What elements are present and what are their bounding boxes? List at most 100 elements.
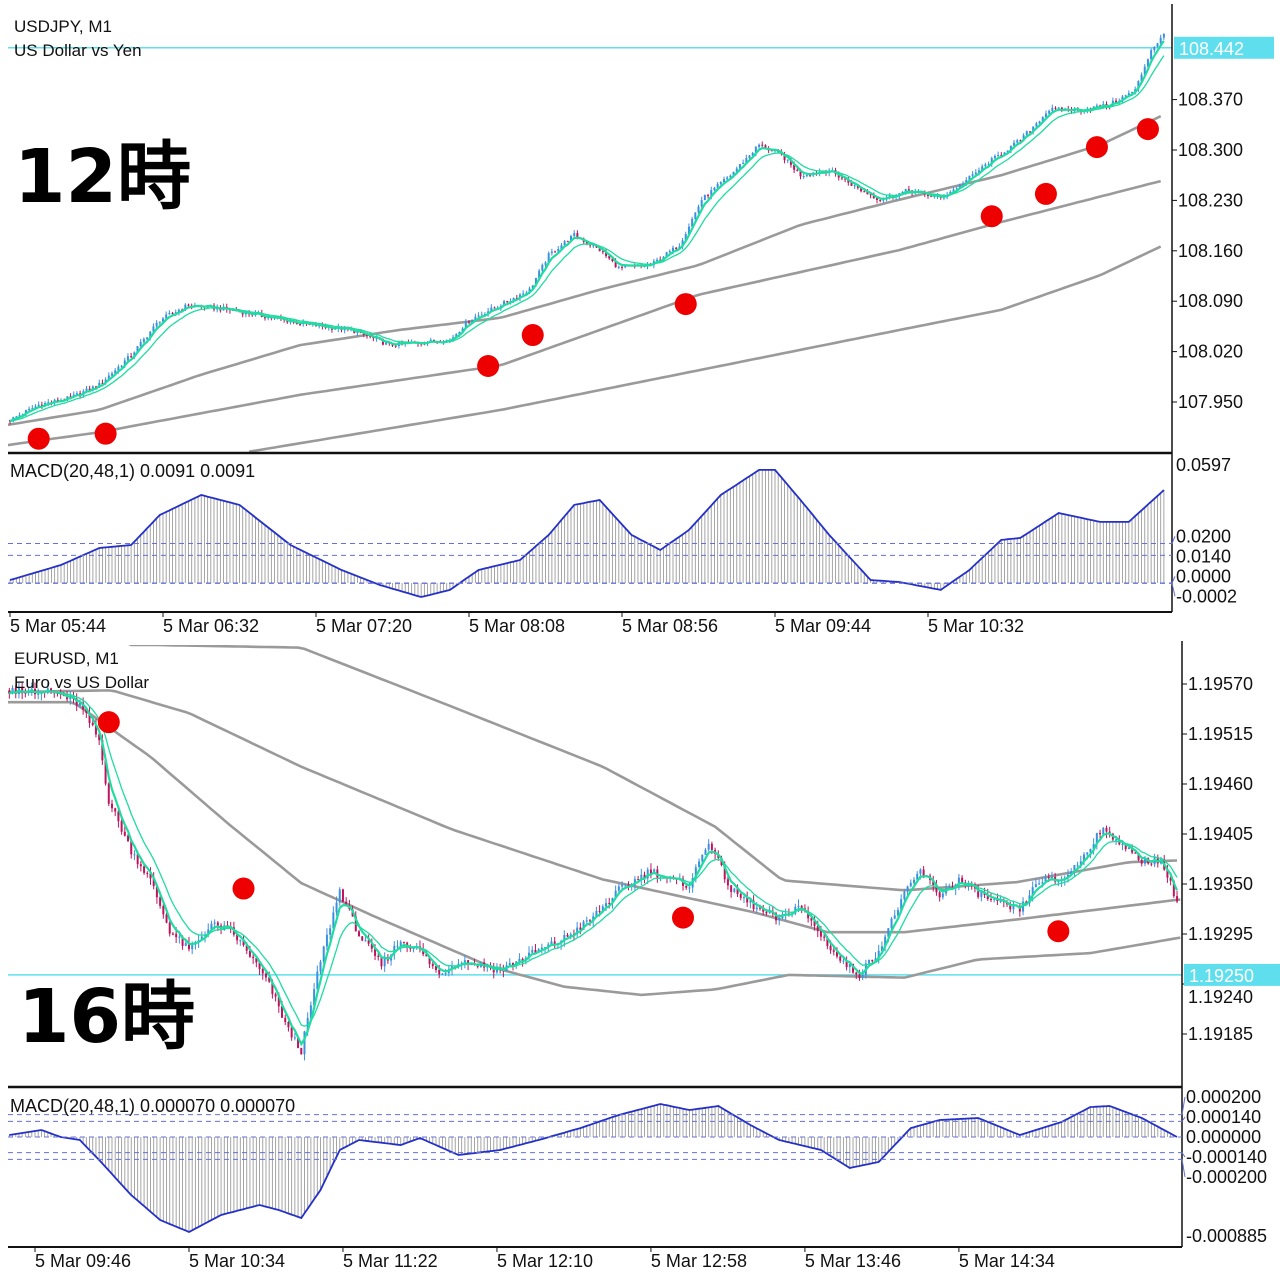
candle-body [297,1037,300,1048]
candle-body [746,897,749,903]
candle-body [1124,95,1127,97]
candle-body [837,173,840,178]
candle-body [1137,81,1140,90]
candle-body [24,410,27,415]
candle-body [882,199,885,201]
candle-body [1079,861,1082,865]
candle-body [1006,150,1009,153]
candle-body [1166,869,1169,878]
candle-body [723,865,726,880]
macd-label-leader [1171,536,1176,544]
candle-body [981,166,984,171]
candle-body [366,334,368,337]
current-price-badge [1174,36,1274,59]
candle-body [637,879,640,881]
candle-body [120,821,123,832]
candle-body [274,994,277,997]
candle-body [640,874,643,881]
ema-line [9,690,1178,1027]
candle-body [216,922,219,926]
candle-body [1051,107,1054,111]
candle-body [114,808,117,812]
candle-body [370,943,373,949]
candle-body [316,971,319,990]
macd-label-leader [1171,576,1176,584]
candle-body [31,408,34,410]
candle-body [385,342,388,345]
candle-body [592,245,595,247]
candle-body [438,970,441,975]
candle-body [742,162,745,165]
candle-body [1143,66,1146,75]
candle-body [271,981,274,995]
signal-dot [980,205,1003,228]
candle-body [467,960,470,966]
candle-body [503,301,506,307]
candle-body [965,179,968,185]
candle-body [37,404,40,407]
candle-body [758,144,761,147]
price-tick-label: 108.090 [1178,291,1243,311]
candle-body [21,687,24,693]
candle-body [252,956,255,959]
candle-body [88,712,91,723]
candle-body [656,259,659,262]
candle-body [204,935,207,937]
macd-level-label: -0.000140 [1186,1147,1267,1167]
macd-line [9,468,1165,598]
candle-body [576,233,579,238]
candle-body [1038,883,1041,885]
candle-body [460,962,463,964]
macd-label-leader [1181,1152,1186,1158]
candle-body [793,164,796,170]
candle-body [75,699,78,706]
price-tick-label: 107.950 [1178,392,1243,412]
eurusd-description: Euro vs US Dollar [14,673,149,692]
time-tick-label: 5 Mar 06:32 [163,616,259,636]
candle-body [901,191,904,194]
moving-average-line [8,700,1181,997]
candle-body [974,172,977,175]
candle-body [836,951,838,957]
candle-body [1086,852,1089,855]
candle-body [1057,107,1060,109]
candle-body [802,176,805,178]
overlay-time-12: 12時 [14,134,191,220]
candle-body [534,278,537,286]
candle-body [1162,33,1165,38]
macd-level-label: 0.000140 [1186,1107,1261,1127]
candle-body [624,265,627,268]
candle-body [955,188,958,190]
candle-body [155,322,158,327]
candle-body [816,925,819,932]
candle-body [1169,877,1172,881]
candle-body [511,963,514,967]
candle-body [588,920,591,922]
overlay-time-16: 16時 [18,974,195,1060]
candle-body [735,168,738,172]
candle-body [1000,155,1003,157]
candle-body [177,309,180,313]
candle-body [697,206,700,213]
candle-body [876,198,878,200]
signal-dot [1047,920,1070,943]
signal-dot [1034,182,1057,205]
candle-body [852,963,855,973]
candle-body [768,911,771,914]
candle-body [1121,96,1124,101]
candle-body [1035,123,1038,127]
candle-body [428,956,431,965]
candle-body [608,903,611,905]
macd-panel-1 [8,1103,1178,1233]
macd-level-label: 0.000000 [1186,1127,1261,1147]
signal-dot [27,427,50,450]
candle-body [874,958,877,962]
macd-max-label: -0.000885 [1186,1226,1267,1246]
candle-body [872,195,875,199]
candle-body [47,402,50,404]
candle-body [961,877,964,883]
candle-body [522,293,525,295]
candle-body [611,898,614,904]
candle-body [1009,904,1012,910]
time-tick-label: 5 Mar 12:58 [651,1251,747,1271]
